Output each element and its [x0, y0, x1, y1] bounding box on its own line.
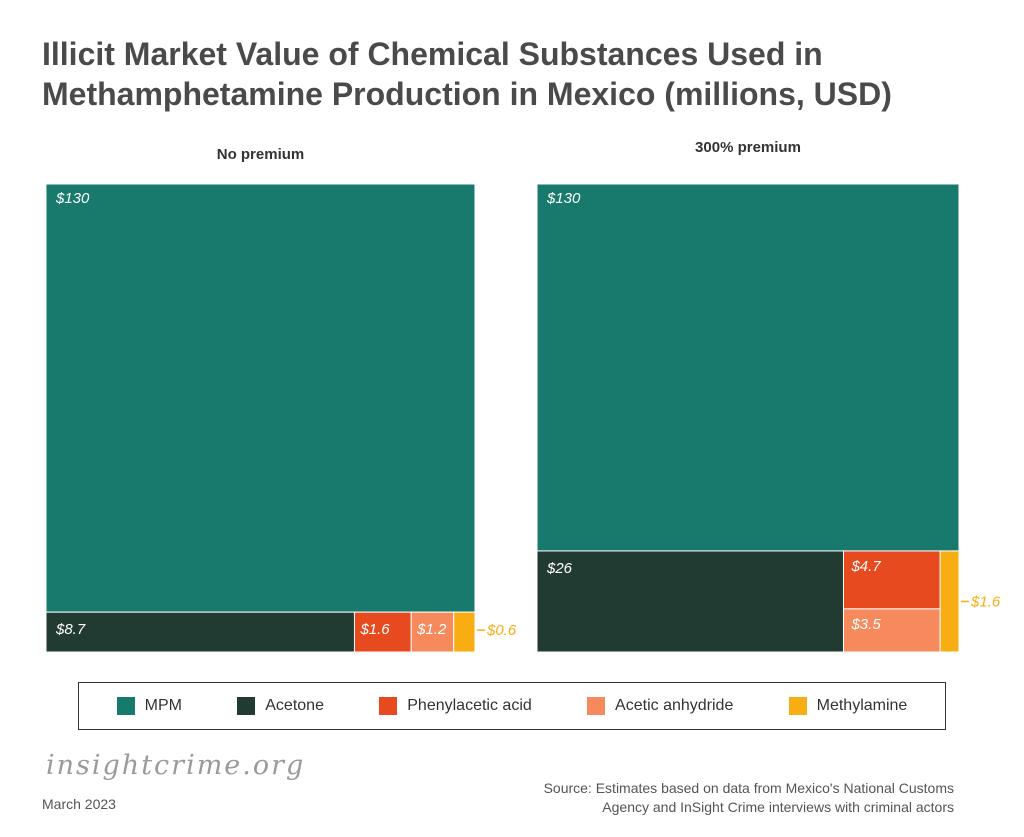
300-premium-acetic-anhydride-block	[842, 608, 941, 653]
insightcrime-logo: insightcrime.org	[46, 750, 306, 781]
legend-swatch-acetone	[237, 697, 256, 715]
legend-label-acetic-anhydride: Acetic anhydride	[615, 697, 734, 714]
no-premium-acetic-anhydride-block	[410, 611, 455, 653]
no-premium-methylamine-label: $0.6	[486, 622, 517, 639]
no-premium-acetone-block	[45, 611, 355, 653]
legend: MPM Acetone Phenylacetic acid Acetic anhydr…	[78, 682, 946, 730]
legend-item-mpm: MPM	[116, 697, 182, 715]
legend-swatch-methylamine	[788, 697, 807, 715]
source-note: Source: Estimates based on data from Mex…	[434, 779, 954, 817]
legend-label-phenylacetic-acid: Phenylacetic acid	[407, 697, 532, 714]
300-premium-mpm-block	[536, 183, 960, 552]
legend-item-methylamine: Methylamine	[788, 697, 908, 715]
no-premium-acetone-label: $8.7	[55, 621, 86, 638]
300-premium-mpm-label: $130	[546, 190, 581, 207]
no-premium-methylamine-block	[453, 611, 476, 653]
no-premium-mpm-label: $130	[55, 190, 90, 207]
300-premium-acetone-label: $26	[546, 560, 573, 577]
source-line-1: Source: Estimates based on data from Mex…	[543, 780, 954, 796]
no-premium-acetic-anhydride-label: $1.2	[416, 621, 447, 638]
300-premium-phenylacetic-acid-label: $4.7	[850, 558, 881, 575]
legend-swatch-phenylacetic-acid	[379, 697, 398, 715]
300-premium-methylamine-block	[939, 550, 960, 653]
legend-item-acetic-anhydride: Acetic anhydride	[587, 697, 733, 715]
no-premium-mpm-block	[45, 183, 476, 613]
300-premium-methylamine-label: $1.6	[970, 593, 1001, 610]
legend-swatch-acetic-anhydride	[587, 697, 606, 715]
300-premium-acetone-block	[536, 550, 844, 653]
chart-title: Illicit Market Value of Chemical Substan…	[42, 36, 892, 112]
legend-label-acetone: Acetone	[265, 697, 324, 714]
legend-label-mpm: MPM	[144, 697, 182, 714]
legend-label-methylamine: Methylamine	[816, 697, 908, 714]
300-premium-acetic-anhydride-label: $3.5	[850, 616, 881, 633]
legend-item-phenylacetic-acid: Phenylacetic acid	[379, 697, 532, 715]
source-line-2: Agency and InSight Crime interviews with…	[602, 799, 954, 815]
300-premium-phenylacetic-acid-block	[842, 550, 941, 610]
panel-title-300-premium: 300% premium	[695, 139, 801, 156]
legend-item-acetone: Acetone	[237, 697, 324, 715]
panel-title-no-premium: No premium	[216, 146, 305, 163]
publication-date: March 2023	[42, 796, 116, 812]
legend-swatch-mpm	[116, 697, 135, 715]
no-premium-phenylacetic-acid-label: $1.6	[359, 621, 390, 638]
